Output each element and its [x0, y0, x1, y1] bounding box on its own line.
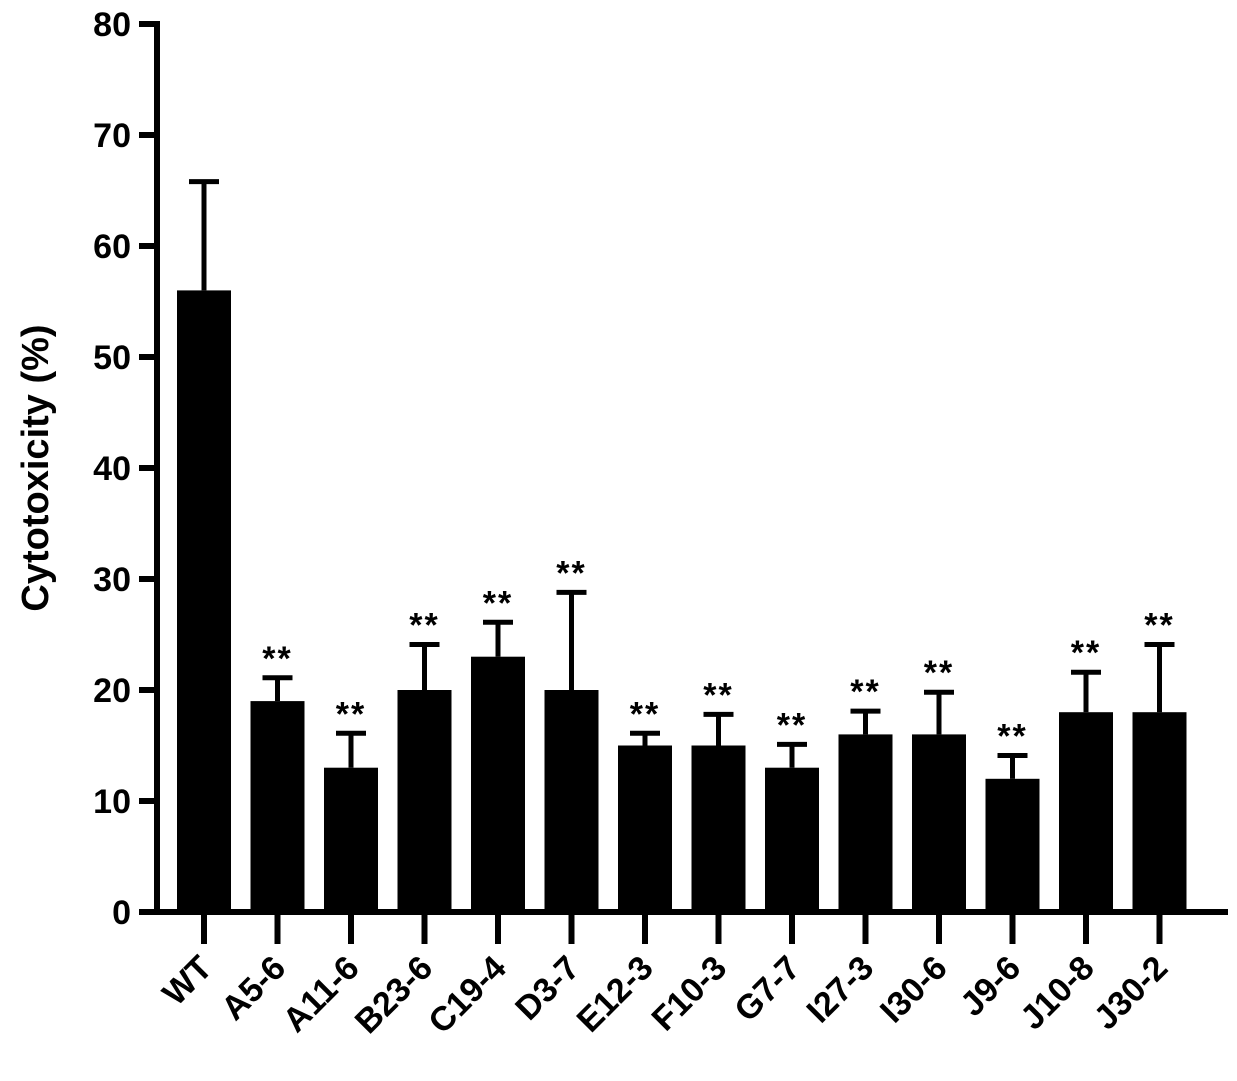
x-tick-label-I30-6: I30-6: [873, 949, 955, 1031]
y-tick-label-0: 0: [112, 894, 131, 932]
x-tick-label-B23-6: B23-6: [348, 949, 440, 1041]
bar-J9-6: [985, 778, 1040, 912]
bar-J30-2: [1132, 712, 1187, 912]
significance-label-J10-8: **: [1071, 634, 1101, 672]
y-tick-label-20: 20: [93, 672, 131, 710]
y-tick-label-50: 50: [93, 339, 131, 377]
bar-J10-8: [1059, 712, 1113, 912]
significance-label-F10-3: **: [703, 676, 733, 714]
bar-A11-6: [324, 767, 378, 912]
y-tick-label-80: 80: [93, 6, 131, 44]
bar-E12-3: [618, 745, 672, 912]
significance-label-D3-7: **: [556, 554, 586, 592]
y-tick-label-70: 70: [93, 117, 131, 155]
x-tick-label-C19-4: C19-4: [421, 949, 513, 1041]
bar-B23-6: [397, 690, 452, 912]
significance-label-I30-6: **: [924, 654, 954, 692]
bar-A5-6: [250, 701, 305, 912]
significance-label-C19-4: **: [483, 584, 513, 622]
significance-label-G7-7: **: [777, 706, 807, 744]
y-tick-label-60: 60: [93, 228, 131, 266]
significance-label-J9-6: **: [997, 717, 1027, 755]
y-tick-label-30: 30: [93, 561, 131, 599]
x-tick-label-J10-8: J10-8: [1013, 949, 1101, 1037]
significance-label-E12-3: **: [630, 695, 660, 733]
x-tick-label-WT: WT: [155, 949, 219, 1013]
x-tick-label-J30-2: J30-2: [1087, 949, 1175, 1037]
bar-F10-3: [691, 745, 746, 912]
bar-I27-3: [838, 734, 893, 912]
significance-label-B23-6: **: [409, 606, 439, 644]
bar-WT: [177, 290, 231, 912]
bar-D3-7: [544, 690, 599, 912]
x-tick-label-A11-6: A11-6: [276, 949, 367, 1040]
x-tick-label-F10-3: F10-3: [644, 949, 734, 1039]
significance-label-I27-3: **: [850, 673, 880, 711]
bar-G7-7: [765, 767, 819, 912]
significance-label-J30-2: **: [1144, 606, 1174, 644]
significance-label-A5-6: **: [262, 640, 292, 678]
y-tick-label-40: 40: [93, 450, 131, 488]
y-axis-title: Cytotoxicity (%): [15, 324, 57, 611]
x-tick-label-I27-3: I27-3: [799, 949, 881, 1031]
y-tick-label-10: 10: [93, 783, 131, 821]
significance-label-A11-6: **: [336, 695, 366, 733]
bar-I30-6: [912, 734, 966, 912]
bar-C19-4: [471, 656, 525, 912]
x-tick-label-G7-7: G7-7: [727, 949, 807, 1029]
x-tick-label-E12-3: E12-3: [570, 949, 661, 1040]
